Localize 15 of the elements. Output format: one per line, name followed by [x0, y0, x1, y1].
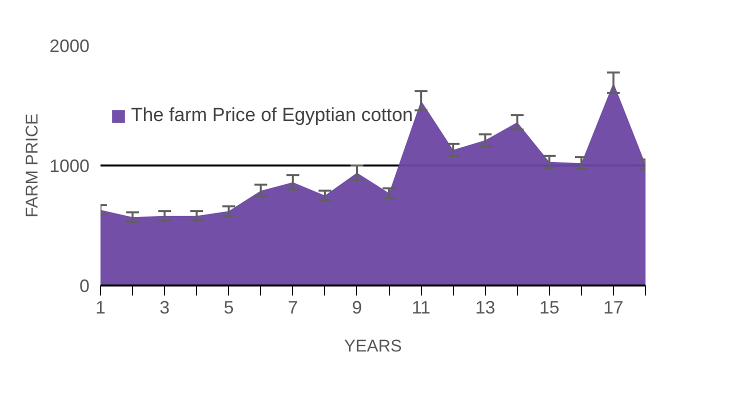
y-tick-label: 2000 — [49, 36, 90, 56]
x-tick-label: 5 — [224, 298, 234, 318]
y-tick-label: 0 — [79, 276, 90, 296]
x-tick-label: 1 — [95, 298, 106, 318]
x-tick-label: 3 — [160, 298, 170, 318]
legend-label: The farm Price of Egyptian cotton — [131, 105, 413, 127]
x-tick-label: 17 — [603, 298, 624, 318]
y-axis-title: FARM PRICE — [22, 114, 42, 218]
x-tick-label: 13 — [475, 298, 496, 318]
x-tick-label: 11 — [412, 298, 430, 318]
x-axis-title: YEARS — [344, 336, 402, 356]
x-tick-label: 15 — [539, 298, 560, 318]
x-tick-label: 7 — [288, 298, 298, 318]
x-tick-label: 9 — [352, 298, 362, 318]
y-tick-label: 1000 — [49, 156, 90, 176]
